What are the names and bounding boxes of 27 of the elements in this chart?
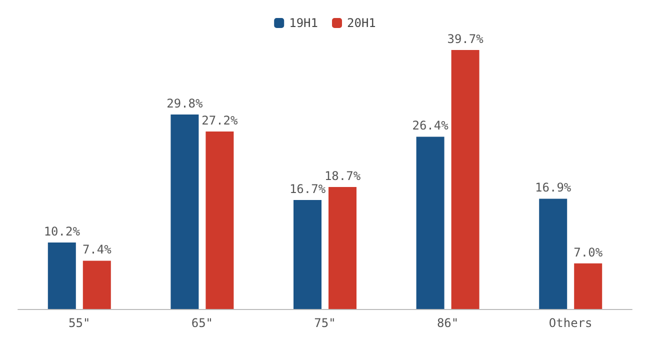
bar bbox=[170, 114, 199, 309]
x-tick-label: 65" bbox=[191, 316, 214, 330]
x-tick-label: Others bbox=[548, 316, 592, 330]
legend-label: 20H1 bbox=[347, 16, 376, 30]
x-tick-label: 86" bbox=[436, 316, 459, 330]
data-label: 27.2% bbox=[202, 114, 239, 128]
bar bbox=[82, 260, 111, 309]
data-label: 39.7% bbox=[447, 32, 484, 46]
data-label: 7.4% bbox=[82, 242, 112, 257]
data-label: 29.8% bbox=[166, 96, 204, 111]
bar bbox=[451, 50, 480, 309]
data-label: 10.2% bbox=[44, 224, 81, 238]
data-label: 7.0% bbox=[574, 245, 604, 260]
bar bbox=[539, 198, 568, 309]
data-label: 16.9% bbox=[535, 180, 572, 195]
bar bbox=[294, 200, 322, 309]
data-label: 18.7% bbox=[324, 168, 362, 183]
bar bbox=[48, 242, 76, 309]
data-label: 16.7% bbox=[289, 182, 326, 196]
x-tick-label: 75" bbox=[314, 316, 336, 330]
bar bbox=[574, 263, 602, 309]
bar bbox=[416, 136, 444, 309]
legend-label: 19H1 bbox=[289, 16, 318, 30]
bar bbox=[328, 186, 356, 309]
bar bbox=[206, 132, 234, 309]
x-tick-label: 55" bbox=[68, 316, 90, 330]
data-label: 26.4% bbox=[412, 118, 450, 133]
